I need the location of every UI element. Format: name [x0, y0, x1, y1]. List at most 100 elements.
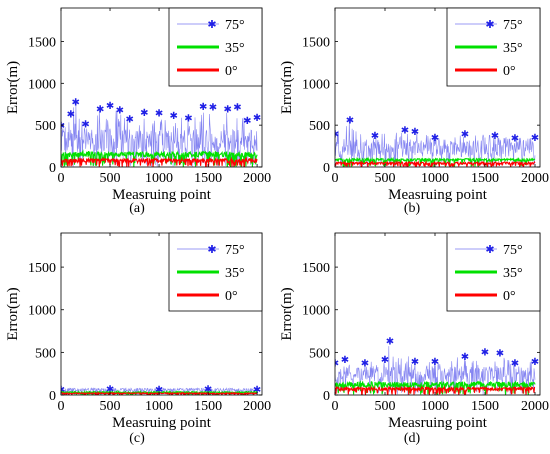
legend: ✱ 75° 35° 0° — [446, 7, 541, 87]
series-point-marker: ✱ — [253, 385, 261, 396]
x-tick-label: 2000 — [243, 171, 271, 186]
series-point-marker: ✱ — [346, 115, 354, 126]
x-tick-label: 500 — [100, 171, 121, 186]
x-tick-label: 1000 — [145, 399, 173, 414]
plot-data: ✱✱✱✱✱ ✱ ✱✱✱ ✱ ✱ ✱✱ ✱ ✱ ✱✱ ✱ — [57, 98, 261, 167]
x-tick-label: 2000 — [521, 171, 549, 186]
y-tick-label: 1000 — [28, 77, 56, 92]
y-tick-label: 0 — [323, 389, 330, 404]
y-tick-label: 1500 — [302, 35, 330, 50]
chart-panel: ✱ ✱ ✱ ✱✱✱ ✱ ✱ ✱ ✱✱ ✱0 500 1000 1500 2000050010001500… — [279, 232, 549, 446]
y-axis-label: Error(m) — [5, 61, 21, 114]
chart-panel: ✱ ✱ ✱ ✱ ✱0 500 1000 1500 2000050010001500Measrui… — [5, 232, 271, 446]
series-point-marker: ✱ — [67, 109, 75, 120]
y-tick-label: 500 — [309, 346, 330, 361]
series-line — [61, 149, 258, 167]
legend-entry-label: 75° — [225, 18, 245, 33]
x-tick-label: 500 — [375, 399, 396, 414]
x-tick-label: 1500 — [471, 171, 499, 186]
series-point-marker: ✱ — [511, 359, 519, 370]
axes-frame — [60, 7, 263, 168]
series-point-marker: ✱ — [57, 121, 65, 132]
x-tick-label: 0 — [332, 399, 339, 414]
series-point-marker: ✱ — [511, 134, 519, 145]
series-point-marker: ✱ — [199, 102, 207, 113]
legend: ✱ 75° 35° 0° — [168, 7, 263, 87]
y-tick-label: 0 — [49, 389, 56, 404]
series-point-marker: ✱ — [341, 355, 349, 366]
series-point-marker: ✱ — [411, 357, 419, 368]
series-line — [61, 156, 258, 167]
legend-entry-label: 0° — [503, 289, 516, 304]
series-point-marker: ✱ — [243, 116, 251, 127]
series-point-marker: ✱ — [461, 130, 469, 141]
plot-data: ✱✱✱✱ ✱✱ ✱ ✱ ✱ ✱ — [331, 115, 539, 167]
x-tick-label: 2000 — [243, 399, 271, 414]
series-line — [335, 380, 536, 395]
series-point-marker: ✱ — [209, 103, 217, 114]
x-axis-label: Measruing point — [388, 415, 488, 431]
axes-frame — [60, 232, 263, 396]
legend-entry-label: 35° — [503, 41, 523, 56]
legend-entry-label: 35° — [225, 266, 245, 281]
series-point-marker: ✱ — [125, 114, 133, 125]
legend-entry-label: 75° — [503, 18, 523, 33]
x-tick-label: 0 — [332, 171, 339, 186]
series-point-marker: ✱ — [204, 385, 212, 396]
y-tick-label: 500 — [35, 119, 56, 134]
x-tick-label: 1000 — [421, 171, 449, 186]
series-point-marker: ✱ — [106, 101, 114, 112]
series-line — [335, 385, 536, 395]
series-point-marker: ✱ — [361, 359, 369, 370]
series-point-marker: ✱ — [57, 385, 65, 396]
legend: ✱ 75° 35° 0° — [168, 232, 263, 312]
x-tick-label: 1500 — [194, 171, 222, 186]
legend-entry-label: 0° — [225, 64, 238, 79]
legend-entry-label: 0° — [225, 289, 238, 304]
legend-marker-icon: ✱ — [485, 244, 494, 256]
series-line — [335, 159, 536, 167]
series-line — [335, 156, 536, 167]
series-point-marker: ✱ — [381, 355, 389, 366]
axes-frame — [334, 7, 541, 168]
series-point-marker: ✱ — [72, 98, 80, 109]
series-line — [61, 389, 258, 395]
series-point-marker: ✱ — [431, 357, 439, 368]
plot-data: ✱ ✱ ✱ ✱ ✱ — [57, 385, 261, 396]
series-point-marker: ✱ — [491, 131, 499, 142]
plot-data: ✱ ✱ ✱ ✱✱✱ ✱ ✱ ✱ ✱✱ ✱ — [331, 336, 539, 395]
series-point-marker: ✱ — [184, 114, 192, 125]
series-point-marker: ✱ — [106, 385, 114, 396]
series-point-marker: ✱ — [386, 336, 394, 347]
x-tick-label: 2000 — [521, 399, 549, 414]
series-point-marker: ✱ — [155, 109, 163, 120]
y-axis-label: Error(m) — [279, 287, 295, 340]
series-point-marker: ✱ — [81, 119, 89, 130]
panel-label: (c) — [129, 431, 145, 446]
series-point-marker: ✱ — [170, 111, 178, 122]
series-point-marker: ✱ — [253, 113, 261, 124]
series-point-marker: ✱ — [331, 359, 339, 370]
y-tick-label: 0 — [323, 161, 330, 176]
series-point-marker: ✱ — [155, 385, 163, 396]
series-line — [335, 121, 536, 167]
chart-panel: ✱✱✱✱✱ ✱ ✱✱✱ ✱ ✱ ✱✱ ✱ ✱ ✱✱ ✱0 500 1000 1500 2000050010… — [5, 7, 271, 216]
series-point-marker: ✱ — [431, 133, 439, 144]
x-tick-label: 0 — [58, 399, 65, 414]
x-axis-label: Measruing point — [112, 187, 212, 203]
legend-entry-label: 35° — [503, 266, 523, 281]
legend: ✱ 75° 35° 0° — [446, 232, 541, 312]
series-point-marker: ✱ — [461, 352, 469, 363]
legend-entry-label: 0° — [503, 64, 516, 79]
series-point-marker: ✱ — [223, 104, 231, 115]
series-point-marker: ✱ — [331, 130, 339, 141]
y-tick-label: 1000 — [28, 304, 56, 319]
x-tick-label: 1000 — [421, 399, 449, 414]
series-point-marker: ✱ — [531, 133, 539, 144]
axes-frame — [334, 232, 541, 396]
y-tick-label: 1500 — [28, 261, 56, 276]
series-point-marker: ✱ — [116, 105, 124, 116]
series-point-marker: ✱ — [371, 131, 379, 142]
panel-label: (a) — [129, 201, 145, 216]
x-tick-label: 1500 — [471, 399, 499, 414]
